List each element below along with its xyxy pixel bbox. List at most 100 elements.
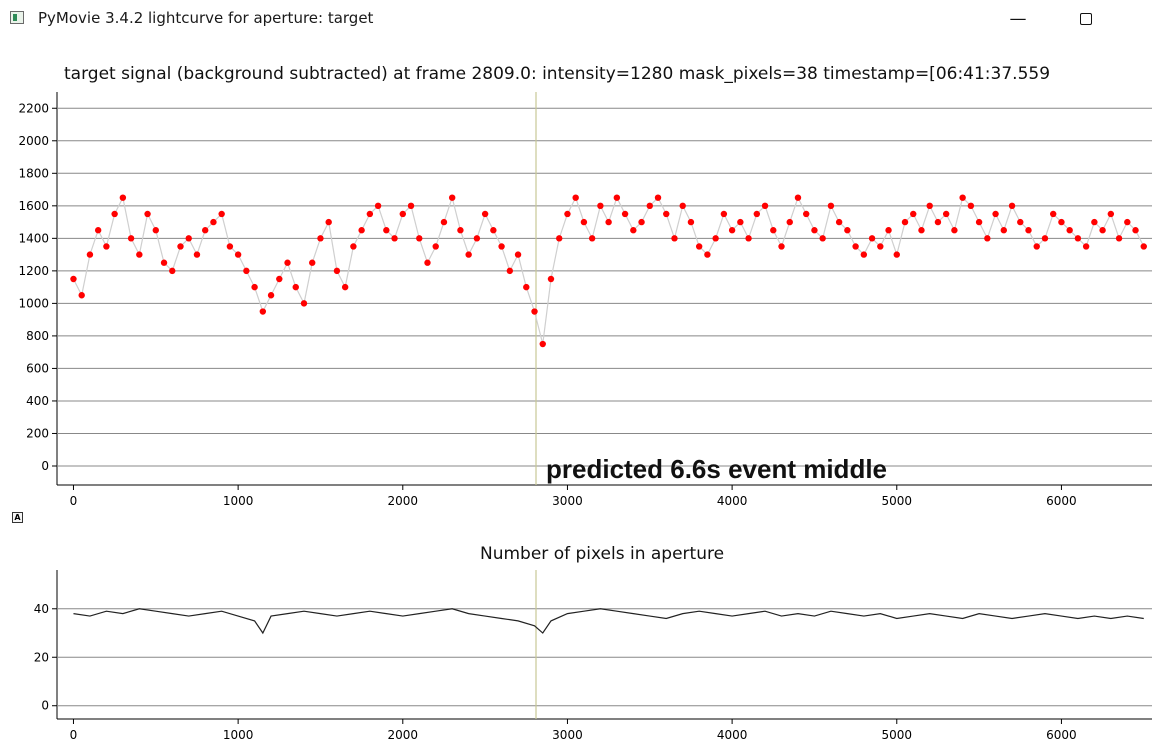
y-tick-label: 600 — [26, 361, 49, 375]
y-tick-label: 800 — [26, 329, 49, 343]
data-point — [942, 210, 950, 218]
data-point — [94, 227, 102, 234]
data-point — [770, 227, 777, 234]
minimize-button[interactable]: — — [996, 4, 1040, 34]
data-point — [605, 218, 612, 226]
data-point — [868, 235, 876, 242]
data-point — [309, 259, 316, 266]
pixel-plot-title: Number of pixels in aperture — [480, 544, 725, 564]
data-point — [136, 251, 143, 258]
pixel-plot-canvas[interactable]: 0 20 40 0 1000 2000 3000 4000 5000 6000 — [0, 530, 1152, 746]
y-tick-label: 1200 — [18, 264, 49, 278]
data-point — [564, 210, 571, 218]
x-tick-label: 3000 — [552, 494, 583, 508]
data-point — [86, 251, 94, 258]
data-point — [671, 235, 678, 242]
data-point — [860, 251, 868, 258]
data-point — [160, 259, 168, 266]
data-point — [1124, 218, 1131, 226]
data-point — [177, 243, 184, 250]
data-point — [630, 227, 637, 234]
data-point — [572, 194, 579, 201]
data-point — [424, 259, 431, 266]
data-point — [745, 235, 752, 242]
x-tick-label: 6000 — [1046, 494, 1077, 508]
data-point — [366, 210, 374, 218]
data-point — [1107, 210, 1115, 218]
data-point — [218, 210, 225, 218]
data-point — [325, 218, 332, 226]
data-point — [926, 202, 933, 210]
data-point — [481, 210, 489, 218]
data-point — [226, 243, 234, 250]
data-point — [152, 227, 159, 234]
data-point — [473, 235, 481, 242]
data-point — [251, 283, 258, 291]
window-titlebar: PyMovie 3.4.2 lightcurve for aperture: t… — [0, 0, 1152, 40]
data-point — [621, 210, 629, 218]
maximize-icon — [1080, 13, 1092, 25]
data-point — [901, 218, 909, 226]
x-tick-label: 1000 — [223, 728, 254, 742]
y-tick-label: 1800 — [18, 166, 49, 180]
data-point — [737, 218, 744, 226]
data-point — [597, 202, 604, 210]
x-tick-label: 2000 — [388, 728, 419, 742]
maximize-button[interactable] — [1064, 4, 1108, 34]
data-point — [119, 194, 127, 201]
data-point — [1025, 227, 1032, 234]
data-point — [416, 235, 423, 242]
y-tick-label: 1400 — [18, 231, 49, 245]
data-point — [1074, 235, 1082, 242]
data-point — [877, 243, 884, 250]
data-point — [992, 210, 999, 218]
data-point — [663, 210, 670, 218]
data-point — [646, 202, 653, 210]
x-tick-label: 5000 — [882, 494, 913, 508]
data-point — [144, 210, 151, 218]
y-tick-label: 1600 — [18, 199, 49, 213]
data-point — [1132, 227, 1139, 234]
data-point — [1017, 218, 1024, 226]
data-point — [292, 283, 299, 291]
data-point — [959, 194, 966, 201]
data-point — [358, 227, 365, 234]
x-tick-label: 6000 — [1046, 728, 1077, 742]
data-point — [399, 210, 406, 218]
data-point — [704, 251, 711, 258]
data-point — [103, 243, 110, 250]
x-tick-label: 1000 — [223, 494, 254, 508]
data-point — [169, 267, 176, 275]
data-point — [440, 218, 448, 226]
signal-plot-title: target signal (background subtracted) at… — [64, 64, 1051, 84]
pixel-count-plot[interactable]: Number of pixels in aperture 0 20 40 0 1000 2… — [0, 530, 1152, 746]
data-point — [613, 194, 621, 201]
y-tick-label: 0 — [41, 459, 49, 473]
data-point — [391, 235, 398, 242]
data-point — [383, 227, 390, 234]
data-point — [580, 218, 588, 226]
autoscale-button[interactable]: A — [12, 512, 23, 523]
data-point — [778, 243, 785, 250]
data-point — [432, 243, 439, 250]
data-point — [333, 267, 341, 275]
y-tick-label: 2000 — [18, 134, 49, 148]
data-point — [341, 283, 349, 291]
data-point — [852, 243, 859, 250]
y-tick-label: 2200 — [18, 101, 49, 115]
data-point — [201, 227, 209, 234]
signal-plot-canvas[interactable]: 0 200 400 600 800 1000 1200 1400 1600 1800 2000 220… — [0, 40, 1152, 530]
data-point — [448, 194, 456, 201]
y-tick-label: 20 — [34, 650, 49, 664]
signal-plot[interactable]: target signal (background subtracted) at… — [0, 40, 1152, 530]
data-point — [728, 227, 736, 234]
data-point — [1033, 243, 1040, 250]
data-point — [523, 283, 530, 291]
data-point — [490, 227, 497, 234]
data-point — [276, 275, 283, 283]
data-point — [695, 243, 703, 250]
data-point — [374, 202, 382, 210]
x-tick-label: 4000 — [717, 494, 748, 508]
data-point — [259, 308, 267, 315]
data-point — [531, 308, 538, 315]
